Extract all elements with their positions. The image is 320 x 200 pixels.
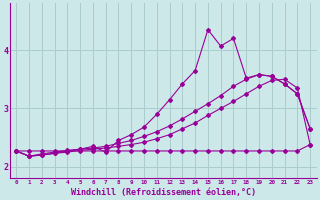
- X-axis label: Windchill (Refroidissement éolien,°C): Windchill (Refroidissement éolien,°C): [71, 188, 256, 197]
